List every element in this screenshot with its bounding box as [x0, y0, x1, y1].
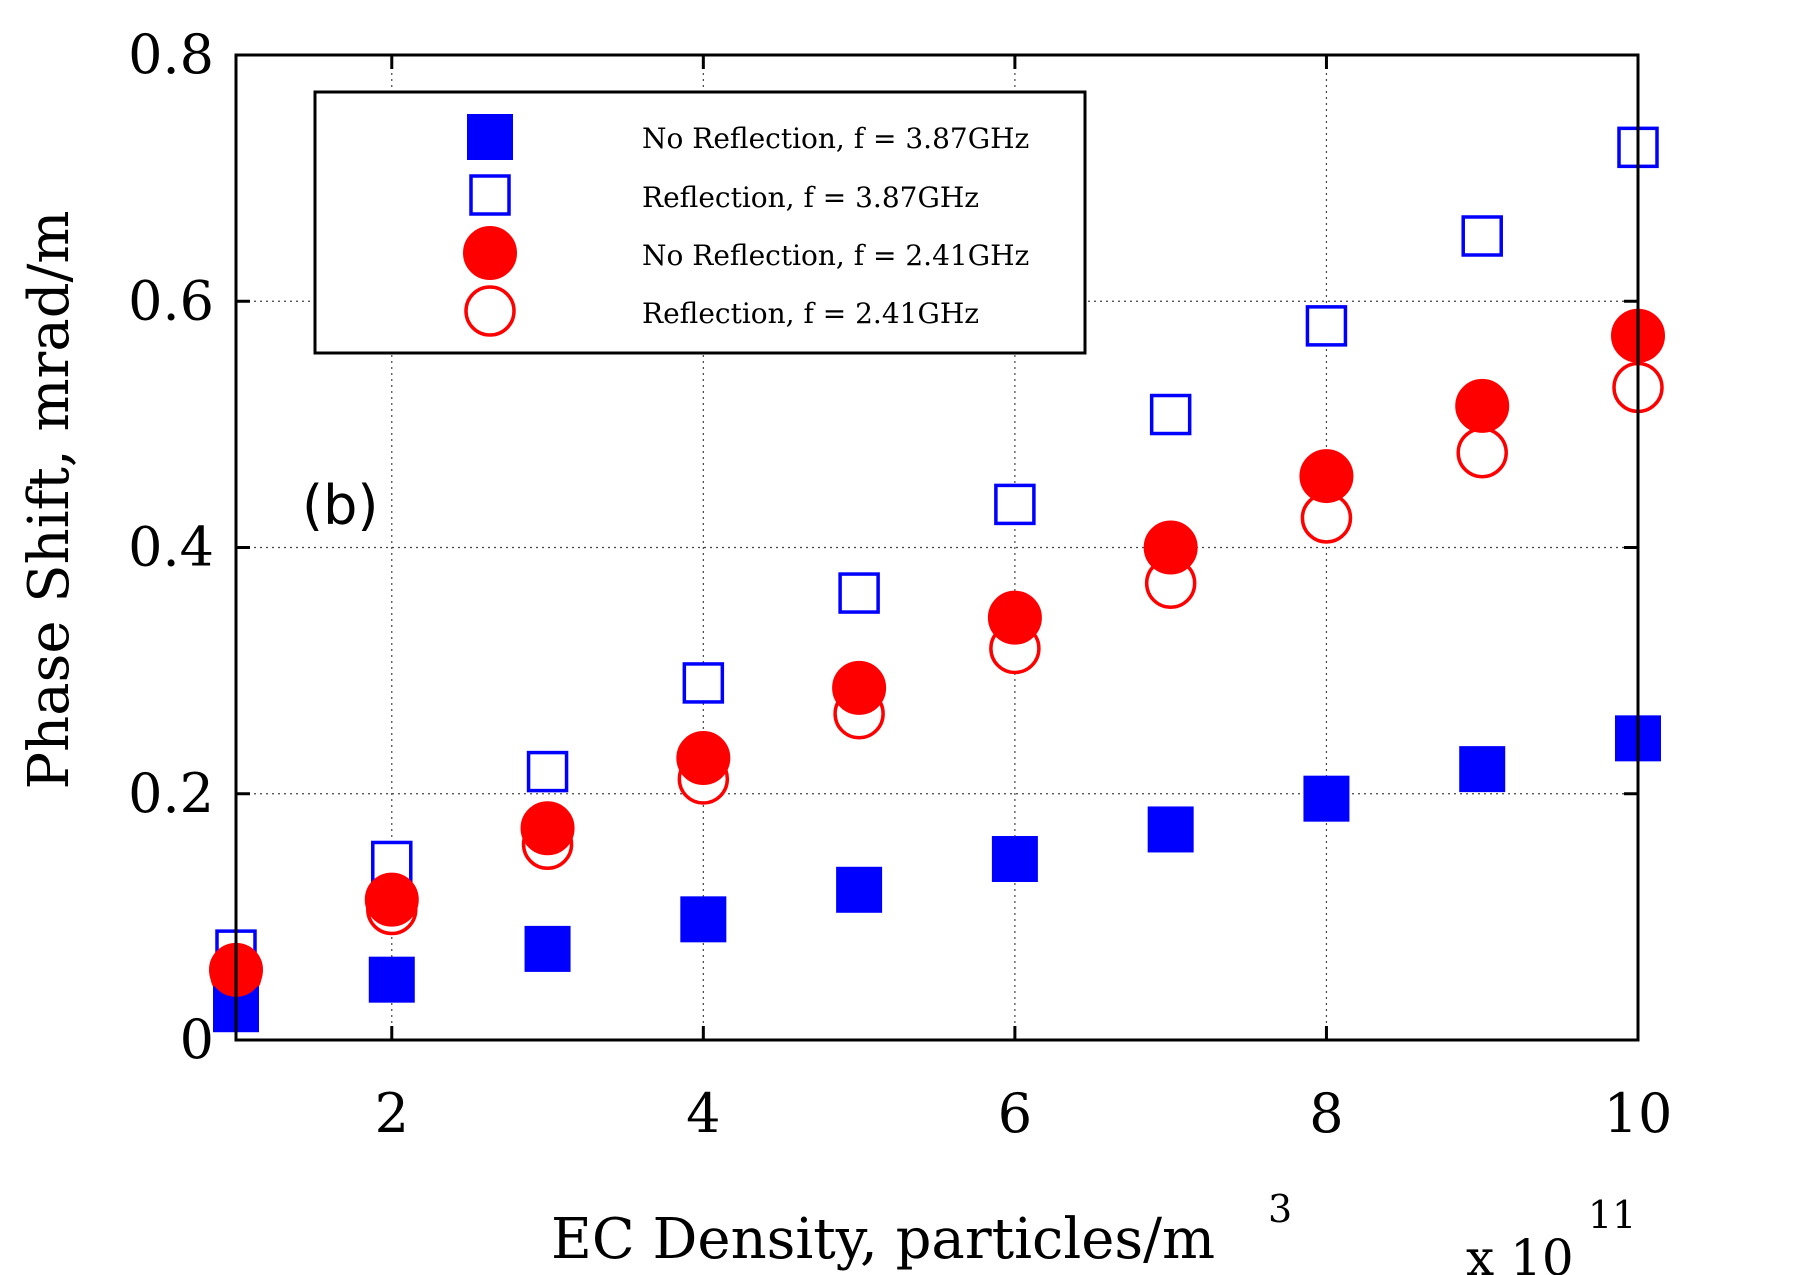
x-axis-title-group: EC Density, particles/m 3 [551, 1187, 1292, 1272]
data-point-circle-filled [1299, 449, 1354, 504]
y-tick-label: 0.2 [128, 762, 214, 825]
tick-labels: 2 4 6 8 10 0 0.2 0.4 0.6 0.8 [128, 23, 1672, 1145]
data-point-square-filled [368, 956, 415, 1003]
data-point-square-filled [991, 836, 1038, 883]
legend-markers [463, 114, 517, 337]
data-point-circle-filled [520, 801, 575, 856]
data-point-square-open [1461, 215, 1503, 257]
data-point-circle-filled [364, 872, 419, 927]
legend-label-no-reflection-241: No Reflection, f = 2.41GHz [642, 239, 1029, 272]
data-point-square-filled [680, 896, 727, 943]
data-point-square-filled [524, 925, 571, 972]
x-axis-exponent: x 10 11 [1466, 1193, 1636, 1275]
x-tick-label: 2 [375, 1082, 409, 1145]
x-axis-title-superscript: 3 [1268, 1187, 1292, 1231]
legend-marker-square-filled [467, 114, 513, 160]
x-axis-title: EC Density, particles/m [551, 1207, 1215, 1272]
x-exponent-base: x 10 [1466, 1229, 1574, 1275]
y-tick-label: 0.4 [128, 516, 214, 579]
data-point-square-filled [836, 866, 883, 913]
x-tick-label: 10 [1604, 1082, 1673, 1145]
legend-label-no-reflection-387: No Reflection, f = 3.87GHz [642, 122, 1029, 155]
data-point-circle-filled [1143, 520, 1198, 575]
data-point-square-open [838, 572, 880, 614]
data-point-circle-open [1456, 426, 1508, 479]
data-point-square-open [994, 483, 1036, 526]
legend-box [313, 90, 1087, 355]
legend-marker-circle-filled [463, 226, 517, 280]
panel-annotation: (b) [302, 474, 378, 537]
legend-marker-square-open [469, 174, 511, 216]
data-point-square-open [1149, 393, 1192, 436]
y-tick-label: 0.6 [128, 269, 214, 332]
y-axis-title: Phase Shift, mrad/m [17, 210, 82, 789]
data-point-square-open [526, 750, 569, 793]
legend: No Reflection, f = 3.87GHz Reflection, f… [313, 90, 1087, 355]
grid-lines [236, 55, 1638, 1040]
x-exponent-power: 11 [1588, 1193, 1636, 1237]
data-point-square-open [1305, 305, 1348, 347]
data-point-square-filled [1147, 806, 1194, 853]
x-tick-label: 8 [1309, 1082, 1343, 1145]
data-point-circle-filled [1455, 378, 1510, 433]
x-tick-label: 4 [686, 1082, 720, 1145]
data-point-circle-filled [676, 731, 731, 786]
y-tick-label: 0 [180, 1008, 214, 1071]
data-point-square-filled [1303, 775, 1350, 822]
legend-label-reflection-387: Reflection, f = 3.87GHz [642, 181, 979, 214]
y-tick-label: 0.8 [128, 23, 214, 86]
data-point-circle-filled [987, 590, 1042, 645]
x-tick-label: 6 [998, 1082, 1032, 1145]
data-point-square-filled [1459, 746, 1506, 793]
plot-frame [234, 53, 1640, 1042]
legend-marker-circle-open [464, 285, 516, 337]
data-point-circle-filled [832, 660, 887, 715]
data-point-square-open [682, 662, 725, 704]
legend-label-reflection-241: Reflection, f = 2.41GHz [642, 297, 979, 330]
